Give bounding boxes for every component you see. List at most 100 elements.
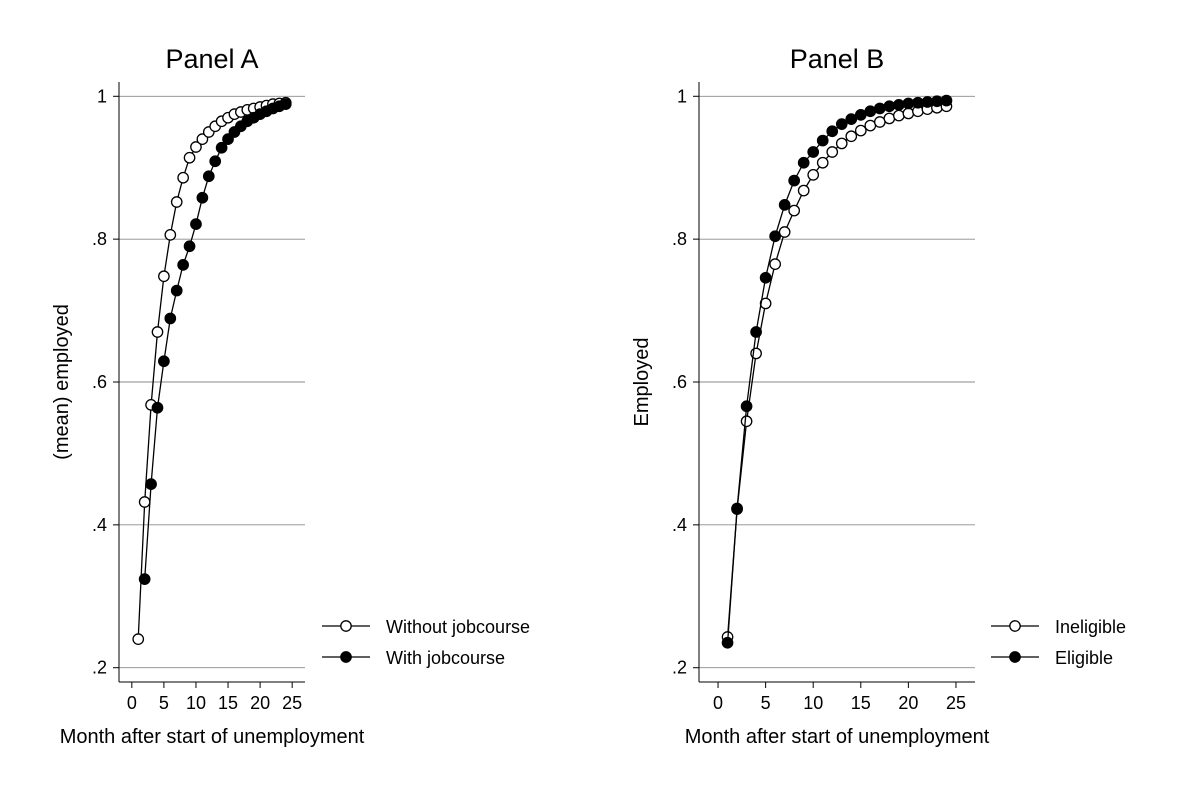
panel-b-x-tick-label: 15 [851, 693, 871, 713]
panel-b-point-eligible [721, 636, 734, 649]
panel-b-point-ineligible [893, 109, 905, 122]
panel-a-title: Panel A [165, 44, 258, 74]
panel-b-point-eligible [835, 118, 848, 130]
panel-b-point-ineligible [864, 119, 877, 132]
panel-a-point-without-jobcourse [177, 171, 189, 184]
panel-b-point-eligible [921, 96, 934, 108]
panel-b-legend-label: Eligible [1055, 648, 1113, 668]
panel-a-y-tick-label: .6 [92, 372, 107, 392]
panel-b-point-ineligible [826, 146, 839, 158]
panel-b-point-ineligible [769, 258, 781, 270]
panel-b-point-ineligible [778, 226, 791, 238]
panel-b-x-tick-label: 5 [761, 693, 771, 713]
panel-a-point-with-jobcourse [209, 155, 222, 168]
panel-a-x-tick-label: 0 [127, 693, 137, 713]
panel-a-y-axis-label: (mean) employed [51, 304, 73, 460]
panel-b-point-eligible [845, 113, 858, 125]
panel-b-point-ineligible [902, 107, 915, 120]
panel-a-point-with-jobcourse [202, 170, 215, 183]
panel-b-point-eligible [902, 97, 915, 110]
panel-b-point-eligible [807, 146, 820, 158]
panel-b-point-eligible [854, 109, 867, 121]
panel-a-point-with-jobcourse [215, 141, 228, 154]
panel-b-point-ineligible [816, 156, 829, 169]
panel-b-x-tick-label: 25 [946, 693, 966, 713]
panel-b-y-tick-label: .6 [672, 372, 687, 392]
panel-a-point-with-jobcourse [164, 312, 177, 325]
panel-a-point-without-jobcourse [151, 326, 164, 338]
panel-b-legend-marker [1009, 651, 1021, 663]
panel-b-point-ineligible [873, 116, 886, 128]
panel-b-point-eligible [826, 125, 839, 138]
panel-a-point-with-jobcourse [138, 573, 151, 585]
panel-a-point-without-jobcourse [164, 229, 177, 241]
panel-b-point-ineligible [807, 169, 820, 181]
panel-a-point-without-jobcourse [170, 196, 183, 208]
panel-a-legend-label: With jobcourse [386, 648, 505, 668]
panel-a-point-without-jobcourse [158, 270, 170, 283]
panel-a-legend-label: Without jobcourse [386, 617, 530, 637]
panel-b-point-eligible [931, 95, 943, 108]
panel-a-point-without-jobcourse [138, 496, 151, 508]
panel-a-point-with-jobcourse [151, 401, 164, 414]
panel-a-legend-marker [340, 620, 352, 632]
panel-b-point-eligible [759, 271, 772, 284]
panel-b-point-ineligible [797, 184, 810, 197]
panel-a-point-without-jobcourse [190, 141, 202, 153]
panel-b-point-eligible [816, 134, 829, 147]
panel-b-point-eligible [912, 96, 924, 109]
panel-a-point-with-jobcourse [183, 240, 196, 253]
panel-b-title: Panel B [790, 44, 885, 74]
panel-a-x-tick-label: 20 [250, 693, 270, 713]
panel-b-point-eligible [740, 400, 753, 413]
panel-b-y-tick-label: .4 [672, 515, 687, 535]
panel-b-point-ineligible [883, 112, 896, 125]
panel-a-x-tick-label: 5 [159, 693, 169, 713]
panel-b-point-ineligible [835, 137, 848, 150]
panel-b-point-eligible [893, 99, 905, 111]
panel-b-x-tick-label: 10 [803, 693, 823, 713]
panel-a-point-with-jobcourse [196, 191, 209, 204]
panel-b-point-eligible [778, 199, 791, 211]
panel-b-point-eligible [797, 156, 810, 169]
panel-a-y-tick-label: .2 [92, 658, 107, 678]
panel-b-point-eligible [788, 174, 801, 187]
panel-a-y-tick-label: 1 [97, 86, 107, 106]
panel-a-point-with-jobcourse [158, 355, 170, 368]
panel-a-x-tick-label: 10 [186, 693, 206, 713]
panel-b-legend-marker [1009, 620, 1021, 632]
panel-b-y-tick-label: .8 [672, 229, 687, 249]
panel-b-point-eligible [864, 105, 877, 118]
panel-a-point-with-jobcourse [190, 218, 202, 230]
panel-a-point-without-jobcourse [183, 151, 196, 164]
panel-a-point-with-jobcourse [222, 133, 234, 145]
panel-b-point-ineligible [845, 130, 858, 143]
panel-b-point-ineligible [788, 204, 801, 217]
panel-b-x-axis-label: Month after start of unemployment [685, 726, 990, 748]
panel-a-point-with-jobcourse [145, 478, 157, 490]
panel-a-legend-marker [340, 651, 352, 663]
panel-a-y-tick-label: .8 [92, 229, 107, 249]
panel-b-point-eligible [731, 502, 743, 515]
panel-b-point-eligible [769, 230, 781, 243]
panel-a-y-tick-label: .4 [92, 515, 107, 535]
panel-b-legend-label: Ineligible [1055, 617, 1126, 637]
panel-b-x-tick-label: 20 [898, 693, 918, 713]
panel-a-x-axis-label: Month after start of unemployment [60, 726, 365, 748]
panel-b-point-ineligible [759, 297, 772, 310]
panel-a-x-tick-label: 25 [282, 693, 302, 713]
panel-b-point-eligible [883, 100, 896, 113]
panel-b-x-tick-label: 0 [713, 693, 723, 713]
panel-b-point-ineligible [740, 415, 753, 428]
panel-a-point-with-jobcourse [177, 259, 189, 271]
panel-b-y-axis-label: Employed [631, 338, 653, 427]
panel-b-y-tick-label: .2 [672, 658, 687, 678]
panel-b-y-tick-label: 1 [677, 86, 687, 106]
panel-a-point-without-jobcourse [132, 633, 145, 645]
panel-b-point-ineligible [854, 124, 867, 137]
panel-a-point-with-jobcourse [279, 98, 292, 110]
panel-a-point-without-jobcourse [196, 133, 209, 145]
